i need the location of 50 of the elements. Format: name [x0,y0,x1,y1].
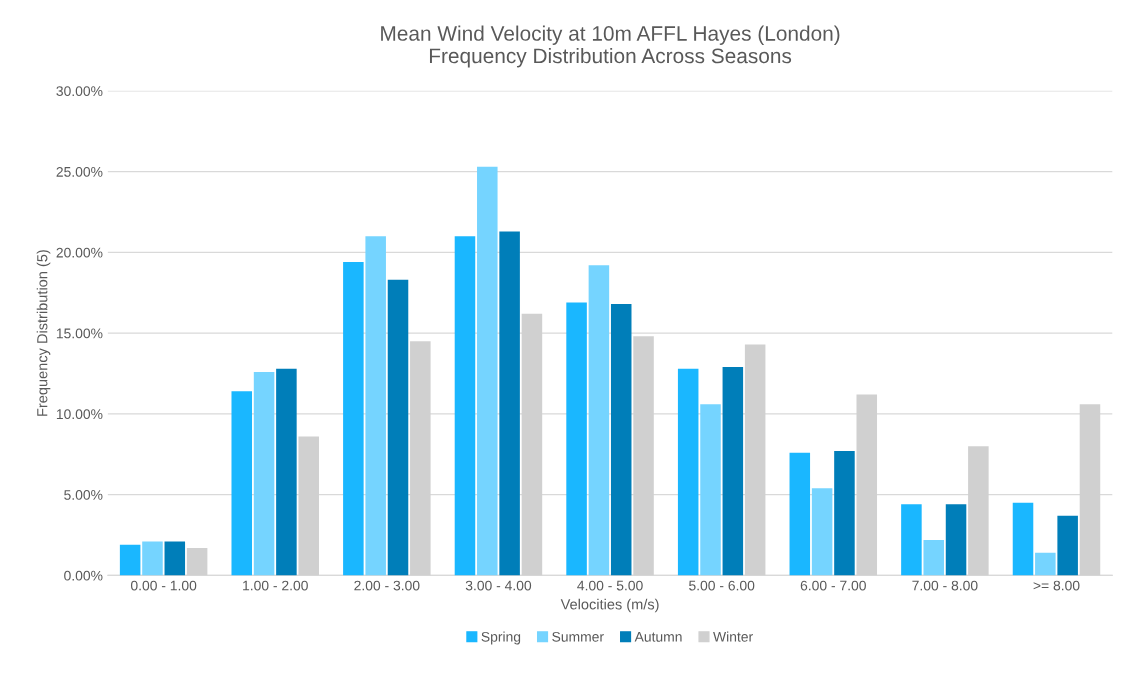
legend-label: Summer [552,631,604,642]
bar [477,166,498,576]
bar [901,504,922,576]
y-tick-label: 0.00% [64,570,103,581]
y-tick-label: 5.00% [64,489,103,500]
bar [722,367,744,576]
bar [231,391,253,576]
x-tick-label: 7.00 - 8.00 [912,580,978,591]
bar [610,304,632,576]
y-tick-label: 10.00% [56,409,103,420]
bar [343,262,364,576]
bar [1012,502,1034,576]
bar [834,451,855,576]
bar [365,236,386,576]
bar [700,404,721,576]
legend-label: Autumn [634,632,682,642]
bar [945,504,967,576]
x-tick-label: 1.00 - 2.00 [243,580,308,591]
x-tick-label: 0.00 - 1.00 [130,580,197,591]
y-tick-label: 20.00% [56,247,103,258]
bar [276,368,297,576]
legend-label: Winter [713,631,753,642]
y-axis-title: Frequency Distribution (5) [36,250,51,416]
bar [142,541,163,576]
y-tick-label: 25.00% [56,166,103,177]
bar [454,236,476,576]
x-axis-title: Velocities (m/s) [560,598,659,613]
x-tick-label: 5.00 - 6.00 [689,580,755,591]
y-tick-label: 15.00% [56,328,103,339]
bar [1057,515,1078,576]
bar [566,302,587,576]
bar [164,541,186,576]
legend-label: Spring [481,631,521,645]
bar [253,371,275,576]
x-tick-label: 2.00 - 3.00 [354,580,420,591]
x-tick-label: >= 8.00 [1033,580,1080,591]
bar [588,265,610,576]
x-tick-label: 4.00 - 5.00 [577,580,643,591]
chart-title: Mean Wind Velocity at 10m AFFL Hayes (London) Frequency Distribution Across Seasons [381,25,840,68]
y-tick-label: 30.00% [56,86,103,97]
bar [1035,552,1056,576]
x-tick-label: 3.00 - 4.00 [465,580,532,591]
bar [789,452,811,576]
bar [387,279,409,576]
bar [499,231,520,576]
bar [923,539,944,576]
bar [677,368,699,576]
bar [811,488,833,576]
x-tick-label: 6.00 - 7.00 [800,580,866,591]
bar [119,544,141,576]
